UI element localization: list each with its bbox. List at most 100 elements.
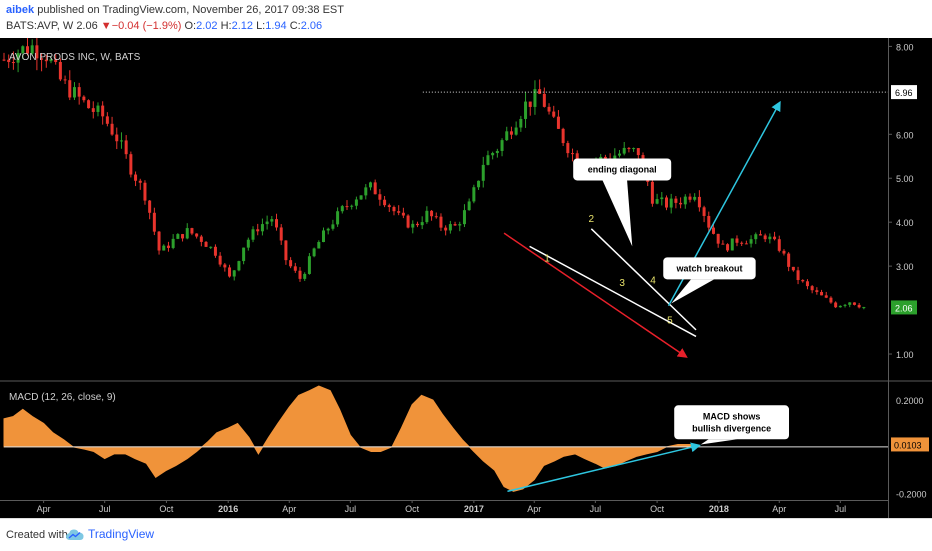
candle-body (124, 140, 128, 155)
candle-body (25, 46, 29, 54)
candle-body (857, 304, 861, 308)
candle-body (495, 150, 499, 154)
candle-body (16, 53, 20, 63)
candle-body (805, 281, 809, 287)
ending-diagonal-callout: ending diagonal (573, 158, 672, 247)
candle-body (326, 228, 330, 231)
candle-body (359, 195, 363, 200)
candle-body (72, 87, 76, 98)
tradingview-cloud-icon (66, 529, 84, 540)
candle-body (40, 58, 44, 60)
candle-body (801, 280, 805, 282)
macd-callout-box (674, 405, 790, 440)
candle-body (763, 235, 767, 240)
candle-body (256, 229, 260, 232)
high-value: 2.12 (231, 20, 253, 32)
down-arrow-icon: ▼ (100, 20, 112, 32)
last-price-label: 2.06 (895, 303, 913, 313)
wave-label: 3 (619, 278, 625, 289)
candle-body (509, 131, 513, 135)
candle-body (707, 215, 711, 228)
price-tick-label: 6.00 (896, 130, 914, 140)
time-tick-label: Apr (527, 504, 541, 514)
candle-body (176, 234, 180, 239)
candle-body (838, 305, 842, 308)
candle-body (777, 239, 781, 251)
candle-body (796, 270, 800, 281)
candle-body (166, 245, 170, 248)
candle-body (152, 212, 156, 232)
candle-body (134, 174, 138, 181)
candle-body (251, 229, 255, 240)
resistance-label: 6.96 (895, 88, 913, 98)
candle-body (110, 123, 114, 135)
candle-body (679, 202, 683, 205)
candle-body (115, 134, 119, 142)
candle-body (87, 100, 91, 109)
price-tick-label: 3.00 (896, 262, 914, 272)
wedge-line (590, 228, 697, 331)
candle-body (505, 131, 509, 141)
price-tick-label: 8.00 (896, 42, 914, 52)
candle-body (246, 239, 250, 248)
grid (0, 38, 932, 518)
candle-body (571, 153, 575, 155)
candle-body (401, 212, 405, 216)
candle-body (683, 196, 687, 205)
footer: Created with TradingView (0, 518, 932, 551)
candle-body (627, 147, 631, 149)
candle-body (378, 194, 382, 200)
candle-body (331, 224, 335, 229)
price-tick-label: 4.00 (896, 218, 914, 228)
candle-body (636, 148, 640, 156)
candle-body (824, 295, 828, 298)
price-pane-title: AVON PRODS INC, W, BATS (9, 52, 141, 63)
candle-body (213, 246, 217, 256)
candle-body (420, 222, 424, 226)
time-tick-label: Oct (650, 504, 665, 514)
candle-body (862, 307, 866, 309)
chart-canvas[interactable]: 8.00 6.96 6.00 5.00 4.00 3.00 2.06 1.00 Apr Jul Oc… (0, 38, 932, 518)
candle-body (688, 196, 692, 200)
candle-body (58, 61, 62, 80)
tradingview-logo-link[interactable]: TradingView (66, 527, 154, 541)
close-label: C: (289, 20, 301, 32)
wedge-line (529, 245, 697, 338)
candle-body (787, 253, 791, 267)
candle-body (105, 116, 109, 124)
created-with-text: Created with (6, 529, 68, 541)
macd-area (3, 385, 692, 492)
candle-body (190, 228, 194, 234)
candle-body (716, 233, 720, 244)
candle-body (392, 207, 396, 212)
candle-body (453, 224, 457, 226)
candle-body (397, 211, 401, 213)
candle-body (68, 80, 72, 98)
author-link[interactable]: aibek (6, 4, 35, 16)
candle-body (232, 270, 236, 277)
candle-body (383, 199, 387, 206)
candle-body (21, 46, 25, 54)
candle-body (119, 140, 123, 142)
wave-label: 4 (650, 276, 656, 287)
candle-body (218, 255, 222, 265)
candle-body (462, 210, 466, 225)
candle-body (63, 79, 67, 81)
time-tick-label: Apr (37, 504, 51, 514)
candle-body (740, 242, 744, 244)
candle-body (632, 148, 636, 150)
candle-body (650, 181, 654, 204)
candle-body (303, 273, 307, 279)
ending-diagonal-callout-tail (602, 180, 633, 247)
candle-body (298, 270, 302, 279)
candle-body (782, 250, 786, 254)
candle-body (834, 302, 838, 308)
time-tick-label: Jul (99, 504, 111, 514)
ending-diagonal-callout-text: ending diagonal (588, 164, 657, 174)
divergence-arrow (507, 442, 701, 493)
candle-body (364, 187, 368, 196)
candle-body (603, 156, 607, 159)
resistance-badge (891, 85, 917, 100)
candle-body (237, 261, 241, 271)
time-tick-label: Jul (345, 504, 357, 514)
